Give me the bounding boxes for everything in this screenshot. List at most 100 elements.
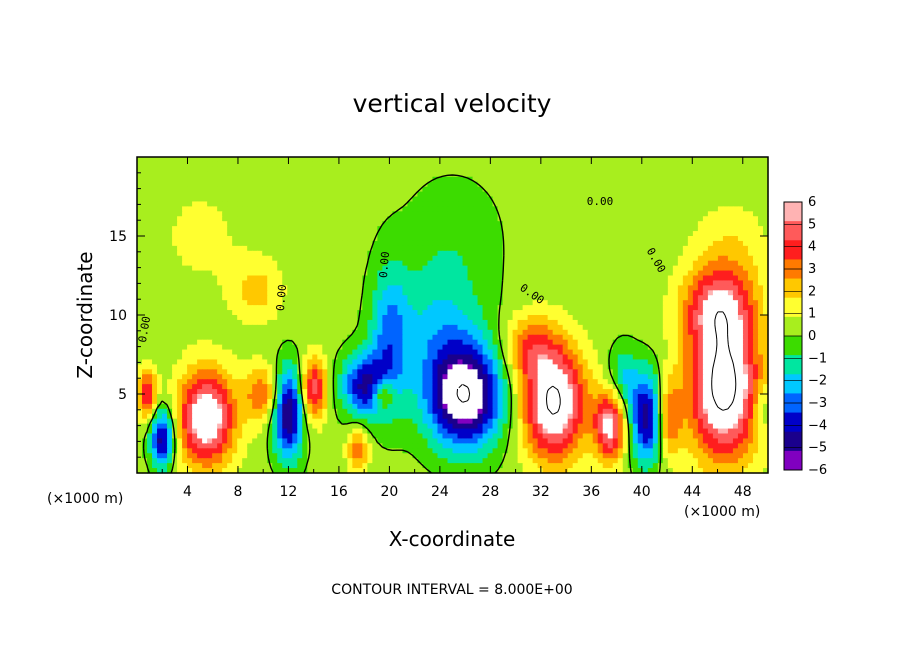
field-cell: [552, 255, 559, 262]
field-cell: [652, 211, 659, 217]
field-cell: [652, 275, 659, 282]
field-cell: [232, 280, 238, 286]
field-cell: [657, 211, 664, 217]
field-cell: [447, 245, 454, 252]
field-cell: [462, 344, 469, 351]
field-cell: [342, 191, 348, 198]
field-cell: [587, 265, 594, 272]
field-cell: [747, 186, 754, 193]
field-cell: [332, 339, 338, 346]
field-cell: [557, 295, 564, 301]
field-cell: [712, 211, 719, 217]
field-cell: [467, 349, 474, 356]
field-cell: [182, 196, 188, 203]
field-cell: [272, 334, 278, 341]
field-cell: [487, 181, 494, 188]
field-cell: [362, 206, 368, 212]
field-cell: [572, 216, 579, 222]
field-cell: [617, 191, 624, 198]
field-cell: [362, 260, 368, 267]
field-cell: [742, 255, 749, 262]
field-cell: [732, 270, 739, 277]
field-cell: [427, 221, 434, 227]
field-cell: [252, 285, 258, 291]
field-cell: [267, 181, 273, 188]
field-cell: [372, 315, 378, 321]
field-cell: [297, 221, 303, 227]
field-cell: [677, 270, 684, 277]
field-cell: [757, 319, 764, 326]
field-cell: [332, 221, 338, 227]
field-cell: [312, 300, 318, 306]
field-cell: [452, 265, 459, 272]
field-cell: [437, 349, 444, 356]
field-cell: [352, 206, 358, 212]
field-cell: [472, 161, 479, 168]
field-cell: [622, 250, 629, 257]
field-cell: [392, 344, 399, 351]
field-cell: [542, 285, 549, 291]
field-cell: [287, 315, 293, 321]
field-cell: [137, 255, 143, 262]
field-cell: [697, 255, 704, 262]
field-cell: [757, 206, 764, 212]
field-cell: [397, 260, 404, 267]
field-cell: [707, 226, 714, 232]
field-cell: [397, 329, 404, 336]
field-cell: [162, 216, 168, 222]
field-cell: [247, 176, 253, 183]
field-cell: [147, 329, 153, 336]
field-cell: [717, 280, 724, 286]
field-cell: [717, 329, 724, 336]
field-cell: [497, 161, 504, 168]
field-cell: [742, 201, 749, 207]
field-cell: [677, 236, 684, 242]
field-cell: [512, 250, 519, 257]
field-cell: [282, 329, 288, 336]
field-cell: [662, 265, 669, 272]
field-cell: [297, 255, 303, 262]
field-cell: [492, 157, 499, 163]
field-cell: [197, 181, 203, 188]
field-cell: [587, 236, 594, 242]
field-cell: [372, 265, 378, 272]
field-cell: [752, 300, 759, 306]
field-cell: [302, 260, 308, 267]
field-cell: [577, 166, 584, 173]
field-cell: [457, 196, 464, 203]
field-cell: [197, 295, 203, 301]
field-cell: [487, 255, 494, 262]
field-cell: [337, 280, 343, 286]
field-cell: [397, 191, 404, 198]
field-cell: [247, 305, 253, 311]
field-cell: [252, 186, 258, 193]
field-cell: [617, 171, 624, 178]
field-cell: [187, 181, 193, 188]
field-cell: [527, 186, 534, 193]
field-cell: [532, 305, 539, 311]
field-cell: [442, 265, 449, 272]
field-cell: [157, 285, 163, 291]
field-cell: [582, 315, 589, 321]
field-cell: [667, 265, 674, 272]
field-cell: [592, 245, 599, 252]
field-cell: [192, 240, 198, 247]
field-cell: [417, 310, 424, 316]
field-cell: [452, 255, 459, 262]
field-cell: [297, 196, 303, 203]
field-cell: [507, 216, 514, 222]
field-cell: [437, 171, 444, 178]
field-cell: [207, 157, 213, 163]
field-cell: [617, 344, 624, 351]
field-cell: [212, 245, 218, 252]
field-cell: [562, 221, 569, 227]
field-cell: [622, 196, 629, 203]
field-cell: [582, 231, 589, 237]
field-cell: [662, 334, 669, 341]
field-cell: [267, 280, 273, 286]
field-cell: [552, 295, 559, 301]
field-cell: [522, 245, 529, 252]
field-cell: [692, 319, 699, 326]
field-cell: [647, 236, 654, 242]
field-cell: [307, 161, 313, 168]
